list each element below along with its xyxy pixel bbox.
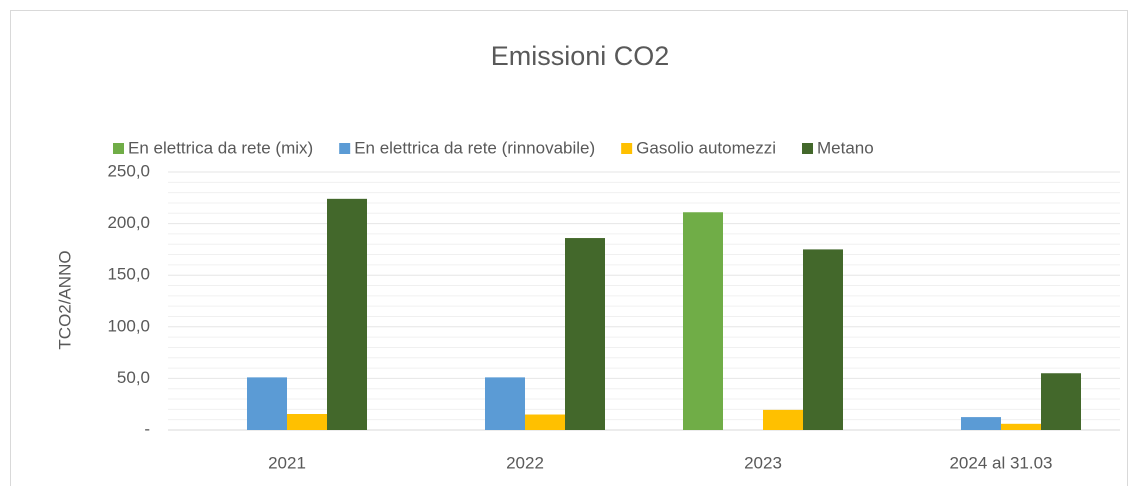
legend-swatch [621, 143, 633, 154]
bar [565, 238, 605, 430]
y-tick-label: 200,0 [107, 213, 150, 232]
bar [287, 414, 327, 430]
legend-label: Metano [817, 138, 874, 157]
legend-label: En elettrica da rete (mix) [128, 138, 313, 157]
bar [683, 212, 723, 430]
y-tick-label: 50,0 [117, 368, 150, 387]
bar [485, 377, 525, 430]
y-axis-title: TCO2/ANNO [55, 250, 74, 349]
y-tick-label: - [144, 419, 150, 438]
bar [327, 198, 367, 430]
y-tick-label: 250,0 [107, 161, 150, 180]
bar [803, 249, 843, 430]
legend-swatch [802, 143, 813, 154]
bar [525, 414, 565, 430]
y-tick-label: 150,0 [107, 265, 150, 284]
x-tick-label: 2021 [268, 453, 306, 472]
bar [961, 417, 1001, 430]
x-tick-label: 2023 [744, 453, 782, 472]
x-tick-label: 2022 [506, 453, 544, 472]
bar [247, 377, 287, 430]
bar [763, 409, 803, 430]
bar [1041, 373, 1081, 430]
legend-swatch [113, 143, 124, 154]
x-tick-label: 2024 al 31.03 [949, 453, 1052, 472]
y-tick-label: 100,0 [107, 316, 150, 335]
legend-label: En elettrica da rete (rinnovabile) [354, 138, 595, 157]
chart-title: Emissioni CO2 [491, 41, 670, 71]
bar [1001, 423, 1041, 430]
legend-label: Gasolio automezzi [636, 138, 776, 157]
legend-swatch [339, 143, 351, 154]
